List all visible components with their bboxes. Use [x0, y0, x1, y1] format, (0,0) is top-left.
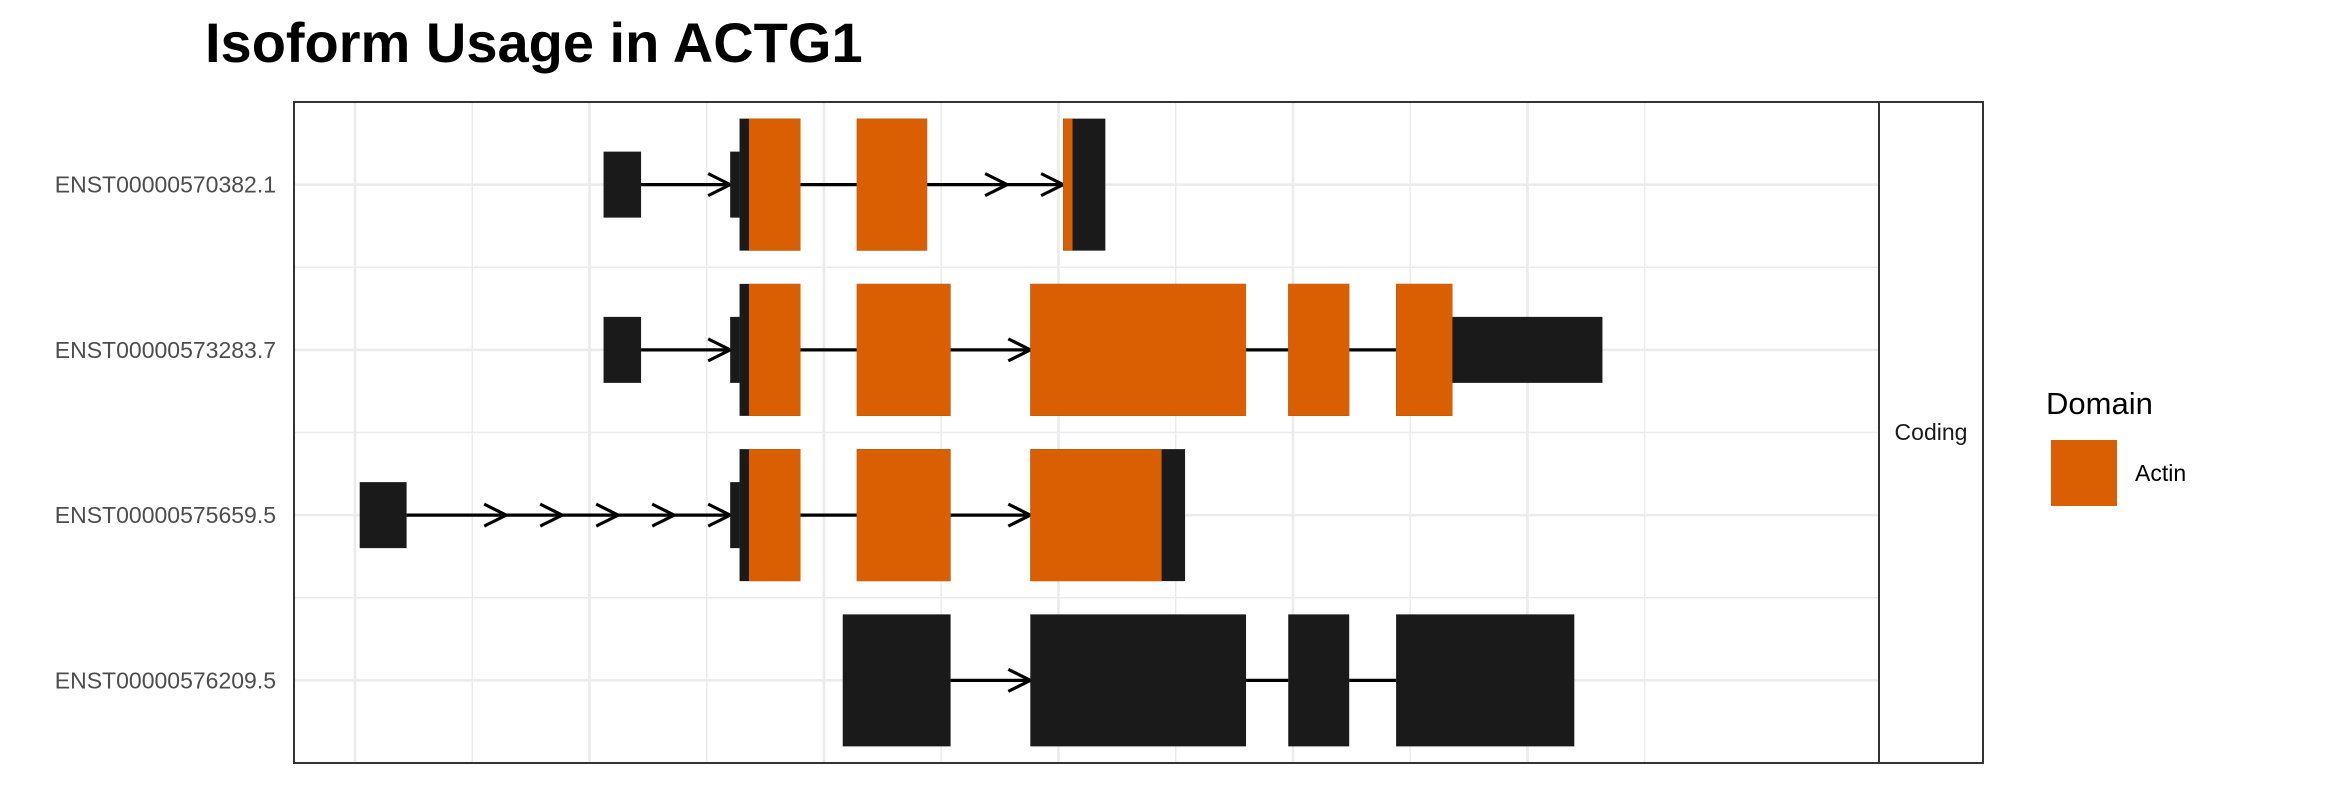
- strand-arrow: [1007, 502, 1034, 528]
- domain-actin: [856, 118, 928, 251]
- utr-exon: [1452, 316, 1603, 383]
- domain-actin: [748, 283, 801, 416]
- domain-actin: [1288, 283, 1350, 416]
- utr-exon: [359, 482, 407, 549]
- utr-exon: [730, 316, 740, 383]
- domain-actin: [856, 449, 951, 582]
- transcript-label: ENST00000575659.5: [55, 502, 276, 528]
- strand-arrow: [651, 502, 678, 528]
- strand-arrow: [707, 502, 734, 528]
- facet-label: Coding: [1895, 419, 1968, 445]
- legend-label-actin: Actin: [2135, 460, 2186, 486]
- strand-arrow: [984, 172, 1011, 198]
- coding-exon: [1288, 614, 1350, 747]
- strand-arrow: [707, 172, 734, 198]
- transcript-rows: [359, 118, 1603, 747]
- coding-exon: [842, 614, 951, 747]
- domain-actin: [856, 283, 951, 416]
- legend-title: Domain: [2046, 386, 2153, 421]
- plot-title: Isoform Usage in ACTG1: [205, 11, 863, 74]
- grid: [294, 102, 1879, 763]
- utr-exon: [603, 316, 642, 383]
- domain-actin: [748, 118, 801, 251]
- transcript-label: ENST00000573283.7: [55, 337, 276, 363]
- transcript-ENST00000573283.7: [603, 283, 1603, 416]
- strand-arrow: [1007, 667, 1034, 693]
- transcript-label: ENST00000570382.1: [55, 172, 276, 198]
- transcript-ENST00000570382.1: [603, 118, 1106, 251]
- facet-strip: [1878, 101, 1984, 764]
- transcript-label: ENST00000576209.5: [55, 667, 276, 693]
- utr-exon: [730, 482, 740, 549]
- transcript-ENST00000575659.5: [359, 449, 1186, 582]
- strand-arrow: [595, 502, 622, 528]
- strand-arrow: [1007, 337, 1034, 363]
- domain-actin: [1396, 283, 1453, 416]
- coding-exon: [1030, 614, 1247, 747]
- legend-key-actin: [2051, 440, 2117, 506]
- y-axis-labels: ENST00000570382.1 ENST00000573283.7 ENST00…: [55, 172, 276, 694]
- utr-exon: [730, 151, 740, 218]
- strand-arrow: [707, 337, 734, 363]
- coding-exon: [1396, 614, 1575, 747]
- transcript-ENST00000576209.5: [842, 614, 1575, 747]
- domain-actin: [1063, 118, 1073, 251]
- legend: Domain Actin: [2046, 386, 2186, 506]
- utr-exon: [603, 151, 642, 218]
- domain-actin: [1030, 449, 1162, 582]
- strand-arrow: [483, 502, 510, 528]
- strand-arrow: [539, 502, 566, 528]
- domain-actin: [748, 449, 801, 582]
- domain-actin: [1030, 283, 1247, 416]
